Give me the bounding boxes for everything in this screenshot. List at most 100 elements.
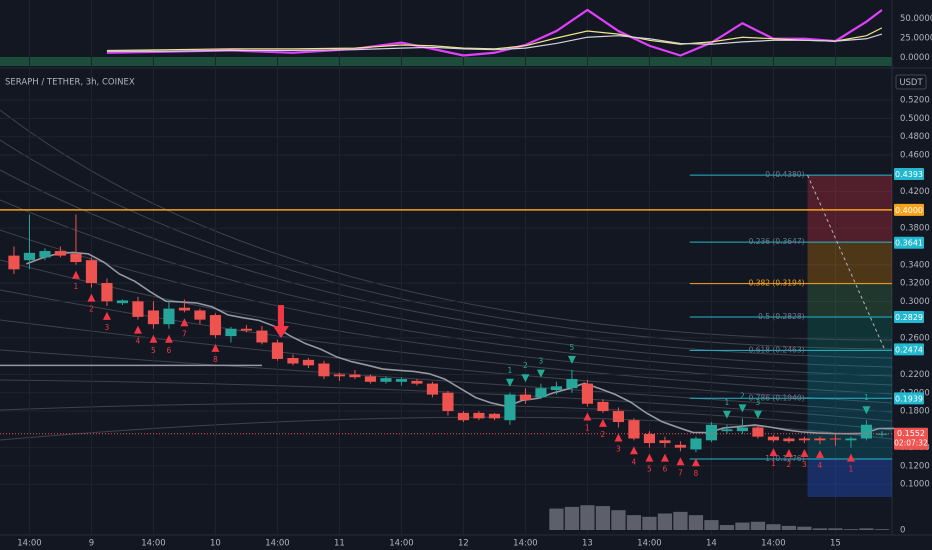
- last-price-badge: [894, 427, 928, 450]
- up-marker: [753, 410, 762, 419]
- osc-line: [106, 27, 883, 52]
- candle-body: [798, 438, 811, 441]
- fib-label: 1 (0.1276): [765, 454, 804, 463]
- candle-body: [659, 440, 671, 444]
- volume-bar: [859, 528, 874, 530]
- candle-body: [209, 315, 222, 336]
- candle-body: [85, 260, 98, 284]
- down-count: 8: [213, 355, 218, 364]
- candle-body: [349, 374, 361, 378]
- down-marker: [784, 449, 793, 458]
- candle-body: [23, 252, 36, 261]
- last-price-label: 0.1552: [897, 429, 925, 438]
- candle-body: [178, 307, 191, 311]
- currency[interactable]: USDT: [899, 78, 923, 88]
- candle-body: [225, 328, 237, 337]
- ribbon-line: [0, 289, 893, 395]
- y-tick-label: 0.4200: [900, 187, 930, 197]
- up-marker: [738, 404, 747, 413]
- volume-bar: [797, 526, 812, 530]
- candle-body: [8, 255, 20, 270]
- fib-label: 0.5 (0.2828): [758, 312, 804, 321]
- down-marker: [71, 270, 80, 279]
- fib-fill: [807, 283, 892, 318]
- candle-body: [70, 253, 82, 263]
- volume-bar: [549, 508, 564, 530]
- down-marker: [133, 325, 142, 334]
- candle-body: [860, 424, 873, 439]
- fib-fill: [807, 350, 892, 399]
- candle-body: [364, 376, 377, 382]
- currency-box[interactable]: [895, 74, 927, 90]
- down-count: 2: [601, 430, 606, 439]
- up-count: 1: [864, 393, 869, 402]
- x-tick-label: 14:00: [17, 539, 42, 549]
- candle-body: [271, 342, 284, 359]
- candle-body: [54, 251, 67, 256]
- candle-body: [581, 383, 594, 404]
- down-marker: [846, 453, 855, 462]
- volume-bar: [704, 520, 719, 530]
- candle-body: [488, 413, 501, 419]
- down-marker: [102, 311, 111, 320]
- candle-body: [612, 411, 625, 423]
- up-marker: [536, 369, 545, 378]
- down-count: 1: [849, 465, 854, 474]
- down-marker: [180, 318, 189, 327]
- ribbon-line: [0, 319, 893, 404]
- candle-body: [163, 308, 175, 325]
- countdown: 02:07:32: [894, 439, 928, 448]
- down-marker: [583, 412, 592, 421]
- y-tick-label: 0.2600: [900, 333, 930, 343]
- price-badge: [894, 343, 924, 356]
- candle-body: [783, 438, 795, 442]
- volume-bar: [626, 515, 642, 530]
- price-badge: [894, 236, 924, 249]
- signal-arrow: [273, 305, 289, 338]
- candle-body: [550, 386, 563, 391]
- down-marker: [660, 453, 669, 462]
- y-tick-label: 0.1200: [900, 461, 930, 471]
- symbol-title: SERAPH / TETHER, 3h, COINEX: [5, 78, 135, 88]
- x-tick-label: 10: [210, 539, 221, 549]
- down-count: 1: [585, 423, 590, 432]
- price-badge-label: 0.3641: [895, 239, 923, 248]
- volume-bar: [688, 515, 704, 530]
- volume-bar: [657, 513, 673, 530]
- fib-fill: [807, 458, 892, 497]
- y-tick-label: 0.2200: [900, 370, 930, 380]
- down-count: 7: [678, 468, 683, 477]
- candle-body: [643, 433, 656, 444]
- volume-bar: [874, 529, 890, 530]
- down-count: 3: [105, 323, 110, 332]
- x-tick-label: 14:00: [513, 539, 538, 549]
- candle-body: [736, 427, 749, 432]
- x-tick-label: 12: [458, 539, 469, 549]
- candle-body: [147, 310, 160, 325]
- volume-bar: [595, 506, 611, 530]
- volume-bar: [611, 510, 626, 530]
- down-marker: [598, 418, 607, 427]
- down-count: 8: [694, 469, 699, 478]
- down-count: 3: [616, 445, 621, 454]
- candle-body: [256, 330, 268, 343]
- candle-body: [674, 444, 687, 448]
- price-badge-label: 0.2474: [895, 345, 923, 354]
- down-count: 6: [663, 465, 668, 474]
- fib-trend: [807, 174, 886, 351]
- down-marker: [149, 334, 158, 343]
- volume-bar: [580, 505, 595, 530]
- down-marker: [629, 446, 638, 455]
- candle-body: [395, 379, 408, 382]
- volume-bar: [843, 529, 859, 530]
- price-badge: [894, 167, 924, 180]
- up-count: 1: [725, 398, 730, 407]
- volume-bar: [812, 528, 828, 530]
- candle-body: [287, 358, 299, 364]
- candle-body: [721, 429, 733, 432]
- fib-label: 0 (0.4380): [765, 170, 804, 179]
- candle-body: [333, 374, 346, 377]
- down-count: 2: [787, 460, 792, 469]
- fib-fill: [807, 317, 892, 351]
